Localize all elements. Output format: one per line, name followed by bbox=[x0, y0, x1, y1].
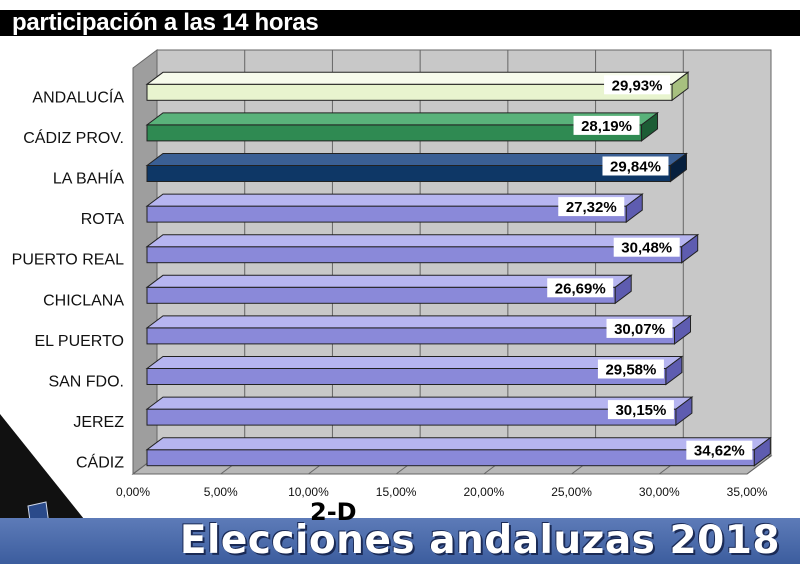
bar-front bbox=[146, 205, 627, 223]
value-label: 29,58% bbox=[605, 362, 656, 379]
bar-front bbox=[146, 83, 673, 101]
value-label: 26,69% bbox=[555, 280, 606, 297]
category-label: JEREZ bbox=[73, 414, 124, 431]
category-label: SAN FDO. bbox=[48, 374, 124, 391]
bar-front bbox=[146, 368, 667, 385]
bar-end bbox=[625, 193, 643, 224]
category-label: ANDALUCÍA bbox=[32, 87, 124, 106]
category-label: CÁDIZ bbox=[76, 453, 124, 472]
x-tick-label: 20,00% bbox=[464, 485, 505, 499]
chart-title: participación a las 14 horas bbox=[12, 9, 319, 36]
category-label: EL PUERTO bbox=[34, 333, 124, 350]
footer-title: Elecciones andaluzas 2018 bbox=[179, 518, 780, 563]
category-label: CHICLANA bbox=[43, 292, 124, 309]
footer-banner bbox=[0, 518, 800, 564]
title-bar: participación a las 14 horas bbox=[0, 10, 800, 36]
value-label-bg bbox=[604, 75, 671, 95]
bar-front bbox=[146, 124, 643, 142]
bar-front bbox=[146, 165, 671, 182]
category-label: LA BAHÍA bbox=[53, 169, 124, 188]
value-label: 30,48% bbox=[621, 240, 672, 257]
value-label: 30,07% bbox=[614, 321, 665, 338]
bar-end bbox=[641, 111, 659, 142]
x-tick-label: 5,00% bbox=[204, 485, 238, 499]
value-label-bg bbox=[607, 400, 674, 420]
x-tick-label: 0,00% bbox=[116, 485, 150, 499]
value-label-bg bbox=[686, 440, 753, 460]
value-label-bg bbox=[613, 237, 680, 257]
bar-front bbox=[146, 449, 755, 467]
bar-front bbox=[146, 286, 616, 304]
bar-end bbox=[753, 436, 771, 467]
category-label: ROTA bbox=[81, 211, 125, 228]
value-label: 30,15% bbox=[615, 402, 666, 419]
category-label: PUERTO REAL bbox=[12, 252, 124, 269]
bar-chart: 0,00% 5,00% 10,00% 15,00% 20,00% 25,00% 30,00%… bbox=[12, 49, 773, 499]
x-tick-label: 25,00% bbox=[551, 485, 592, 499]
footer-tag: 2-D bbox=[310, 498, 357, 526]
bar-end bbox=[665, 355, 683, 386]
gridline-floor bbox=[746, 455, 772, 475]
bar-end bbox=[614, 274, 632, 305]
value-label-bg bbox=[558, 197, 625, 217]
value-label-bg bbox=[573, 115, 640, 135]
bar-end bbox=[681, 233, 699, 264]
value-label-bg bbox=[597, 359, 664, 379]
x-tick-label: 30,00% bbox=[639, 485, 680, 499]
x-tick-label: 35,00% bbox=[727, 485, 768, 499]
bar-end bbox=[674, 314, 692, 345]
bar-front bbox=[146, 246, 683, 264]
value-label: 29,84% bbox=[610, 159, 661, 176]
category-label: CÁDIZ PROV. bbox=[23, 128, 124, 147]
value-label: 34,62% bbox=[694, 443, 745, 460]
bar-front bbox=[146, 408, 677, 426]
x-tick-label: 15,00% bbox=[376, 485, 417, 499]
value-label: 29,93% bbox=[612, 77, 663, 94]
bar-top bbox=[145, 437, 772, 451]
bar-end bbox=[669, 152, 687, 183]
value-label-bg bbox=[602, 156, 669, 176]
bar-end bbox=[671, 71, 689, 102]
bar-end bbox=[675, 396, 693, 427]
x-tick-label: 10,00% bbox=[288, 485, 329, 499]
value-label-bg bbox=[547, 278, 614, 298]
value-label-bg bbox=[606, 318, 673, 338]
value-label: 27,32% bbox=[566, 199, 617, 216]
value-label: 28,19% bbox=[581, 118, 632, 135]
bar-front bbox=[146, 327, 676, 345]
